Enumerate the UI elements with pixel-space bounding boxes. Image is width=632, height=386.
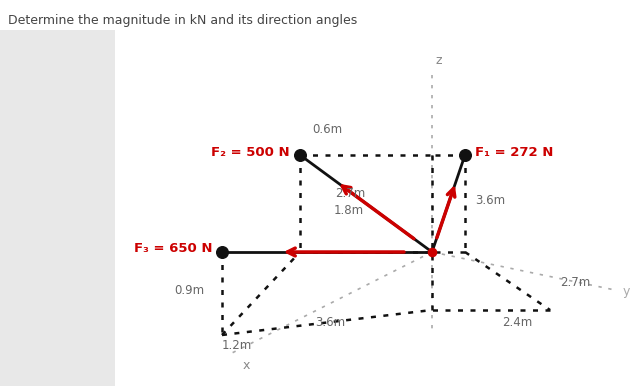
Text: Determine the magnitude in kN and its direction angles: Determine the magnitude in kN and its di…	[8, 14, 357, 27]
Text: 2.4m: 2.4m	[502, 316, 533, 329]
Text: z: z	[436, 54, 442, 67]
Bar	[0, 30, 115, 386]
Text: F₃ = 650 N: F₃ = 650 N	[133, 242, 212, 254]
Point	[295, 152, 305, 158]
Point	[217, 249, 227, 255]
Text: x: x	[242, 359, 250, 372]
Text: 1.2m: 1.2m	[222, 339, 252, 352]
Text: F₂ = 500 N: F₂ = 500 N	[211, 147, 290, 159]
Text: 0.9m: 0.9m	[174, 283, 204, 296]
Text: 0.6m: 0.6m	[312, 123, 342, 136]
Text: 3.6m: 3.6m	[475, 193, 505, 207]
Text: 3.6m: 3.6m	[315, 316, 345, 329]
Text: F₁ = 272 N: F₁ = 272 N	[475, 147, 554, 159]
Point	[427, 249, 437, 255]
Text: 2.7m: 2.7m	[335, 187, 365, 200]
Point	[460, 152, 470, 158]
Text: y: y	[623, 286, 630, 298]
Text: 2.7m: 2.7m	[560, 276, 590, 289]
Text: 1.8m: 1.8m	[334, 204, 364, 217]
